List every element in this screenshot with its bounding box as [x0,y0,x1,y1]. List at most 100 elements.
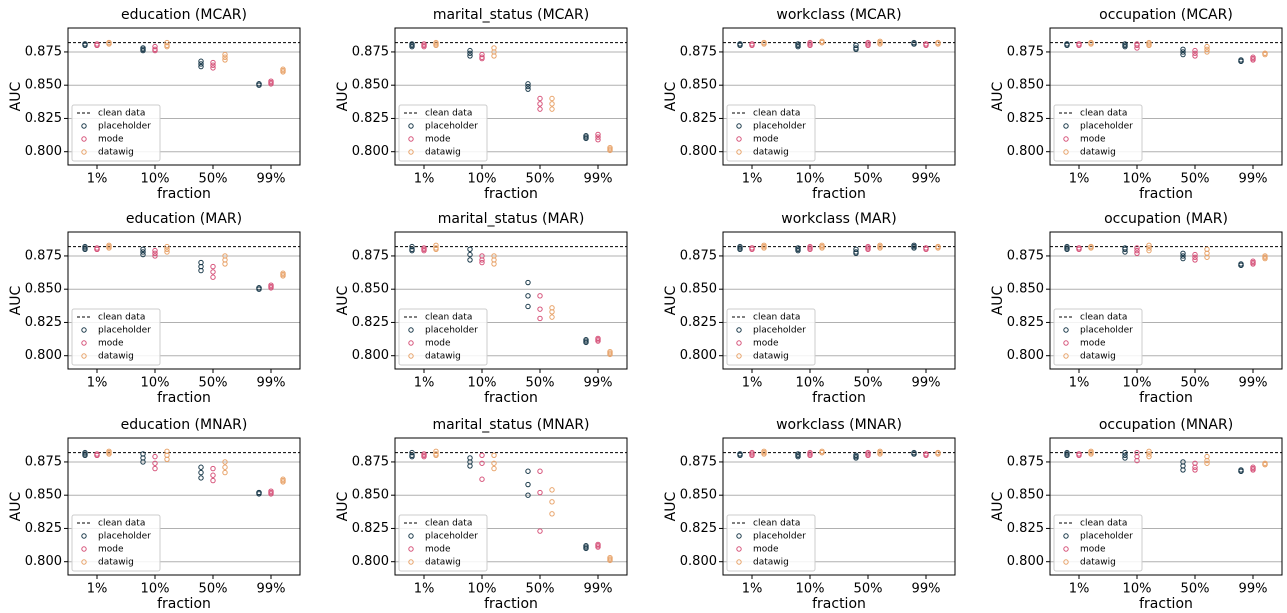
point [935,451,941,457]
point [595,131,601,138]
legend-label: clean data [425,519,472,529]
legend-box [71,308,161,366]
legend-label: clean data [753,519,800,529]
legend-label: datawig [1080,352,1116,362]
point [106,451,112,457]
legend-marker [81,340,87,346]
chart-title: workclass (MCAR) [776,7,901,23]
point [198,475,204,481]
legend-marker [736,136,742,142]
point [1146,42,1152,48]
axes-frame [67,27,301,166]
y-axis-label: AUC [663,81,679,111]
point [819,449,825,456]
point [491,460,497,466]
point [1192,47,1198,54]
legend-label: datawig [753,148,789,158]
legend-box [71,514,161,572]
point [1204,43,1210,50]
point [222,57,228,63]
legend-box [726,104,816,162]
point [749,42,755,48]
legend-label: placeholder [425,326,478,336]
y-tick-label: 0.875 [25,248,62,263]
point [595,134,601,140]
point [1192,254,1198,260]
point [140,459,146,465]
point [819,245,825,251]
x-axis-label: fraction [1139,390,1193,406]
legend-marker [736,123,742,129]
point [467,246,473,252]
legend-marker [736,340,742,346]
legend-label: placeholder [98,326,151,336]
axes-frame [394,231,628,370]
axes-frame [394,27,628,166]
y-tick-label: 0.875 [352,44,389,59]
point [409,43,415,50]
point [795,247,801,254]
point [491,452,497,458]
y-tick-label: 0.875 [352,454,389,469]
point [525,81,531,87]
point [1146,242,1152,249]
axes-frame [722,231,956,370]
x-tick-label: 1% [414,172,435,187]
point [140,251,146,258]
point [1180,255,1186,262]
point [1204,46,1210,52]
x-tick-label: 10% [141,172,170,187]
legend-label: placeholder [98,532,151,542]
point [164,43,170,50]
x-tick-label: 50% [199,582,228,597]
legend-box [1053,308,1143,366]
point [1192,257,1198,263]
point [761,245,767,251]
y-axis-label: AUC [8,285,24,315]
point [1192,467,1198,473]
y-tick-label: 0.800 [25,348,62,363]
point [210,59,216,66]
point [164,243,170,250]
point [433,42,439,48]
x-tick-label: 99% [1239,582,1268,597]
point [549,511,555,517]
point [198,267,204,274]
x-tick-label: 50% [1181,582,1210,597]
x-tick-label: 10% [796,582,825,597]
chart-title: marital_status (MAR) [438,211,585,227]
point [152,465,158,472]
point [491,261,497,267]
point [1180,253,1186,259]
y-axis-label: AUC [990,81,1006,111]
point [421,247,427,254]
y-axis-label: AUC [335,81,351,111]
point [1134,42,1140,48]
point [1088,245,1094,251]
y-tick-label: 0.825 [680,315,717,330]
x-axis-label: fraction [484,186,538,202]
point [525,468,531,474]
y-tick-label: 0.850 [25,488,62,503]
legend-label: clean data [98,109,145,119]
y-tick-label: 0.825 [1007,111,1044,126]
point [210,65,216,71]
legend-box [398,104,488,162]
point [595,544,601,550]
legend-marker [408,327,414,333]
x-tick-label: 50% [1181,376,1210,391]
point [1146,245,1152,251]
y-tick-label: 0.875 [352,248,389,263]
y-tick-label: 0.800 [352,144,389,159]
point [1088,41,1094,47]
y-axis-label: AUC [990,491,1006,521]
point [210,472,216,478]
point [923,246,929,252]
legend-marker [1063,546,1069,552]
point [433,452,439,458]
point [549,309,555,315]
point [164,249,170,255]
point [549,101,555,107]
y-tick-label: 0.875 [25,454,62,469]
point [749,246,755,252]
